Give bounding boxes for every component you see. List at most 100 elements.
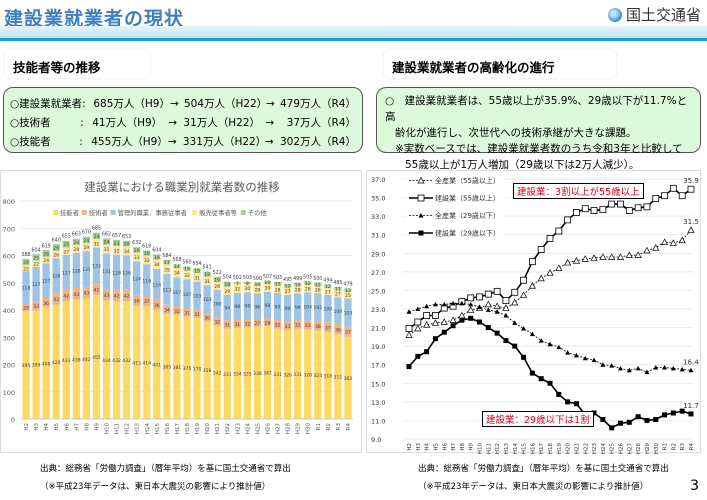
left-section-title: 技能者等の推移 xyxy=(5,50,150,78)
x-tick-label: H13 xyxy=(504,443,510,454)
bar-data-label: 42 xyxy=(124,294,130,300)
bar-data-label: 302 xyxy=(344,376,353,382)
ministry-logo: 国土交通省 xyxy=(607,4,701,25)
bar-segment xyxy=(82,298,91,419)
bar-segment xyxy=(102,300,111,419)
bar-segment xyxy=(223,320,231,329)
bar-segment xyxy=(92,239,101,248)
data-point xyxy=(519,291,528,298)
x-tick-label: H5 xyxy=(433,443,439,451)
x-tick-label: H27 xyxy=(627,443,633,454)
y-tick-label: 17.0 xyxy=(371,362,385,370)
data-point xyxy=(405,331,413,338)
bar-segment xyxy=(62,240,70,248)
data-point xyxy=(414,318,422,326)
data-point xyxy=(423,312,431,319)
bar-segment xyxy=(304,292,312,321)
x-tick-label: H3 xyxy=(34,423,40,431)
bar-segment xyxy=(52,244,60,252)
bar-segment xyxy=(223,328,231,419)
data-point xyxy=(468,315,474,321)
data-point xyxy=(634,251,642,258)
bar-data-label: 19 xyxy=(144,251,150,257)
data-point xyxy=(635,365,641,371)
bar-data-label: 32 xyxy=(144,258,150,264)
bar-data-label: 39 xyxy=(134,299,140,305)
x-tick-label: H2 xyxy=(407,443,413,451)
x-tick-label: H27 xyxy=(276,423,282,435)
data-point xyxy=(405,325,413,332)
x-tick-label: H30 xyxy=(654,443,660,454)
data-point xyxy=(635,414,641,420)
age-line-chart: 9.0 11.0 13.0 15.0 17.0 19.0 21.0 23.0 25.0 27.0 2… xyxy=(371,175,699,454)
data-point xyxy=(512,343,518,349)
bar-data-label: 408 xyxy=(42,361,51,367)
x-tick-label: H26 xyxy=(619,443,625,454)
bar-total-label: 479 xyxy=(343,281,352,287)
bar-segment xyxy=(183,279,191,309)
bar-segment xyxy=(52,304,60,419)
bar-segment xyxy=(42,249,50,257)
bar-segment xyxy=(243,327,251,419)
bar-total-label: 502 xyxy=(233,275,242,281)
bar-data-label: 35 xyxy=(164,267,170,273)
y-tick-label: 9.0 xyxy=(371,436,381,444)
right-source-note: 出典：総務省「労働力調査」（暦年平均）を基に国土交通省で算出 xyxy=(418,464,669,474)
bar-total-label: 655 xyxy=(62,234,71,240)
bar-data-label: 103 xyxy=(344,311,353,317)
bar-data-label: 107 xyxy=(183,292,192,298)
bar-data-label: 43 xyxy=(104,293,110,299)
bar-data-label: 99 xyxy=(275,305,281,311)
data-point xyxy=(546,269,554,276)
bar-segment xyxy=(283,294,292,322)
x-tick-label: H5 xyxy=(54,423,60,431)
bar-data-label: 26 xyxy=(53,246,59,252)
left-estimate-note: （※平成23年データは、東日本大震災の影響により推計値） xyxy=(40,482,271,492)
data-point xyxy=(626,419,632,425)
bar-segment xyxy=(283,287,292,295)
legend-label: 管理的職業、事務従事者 xyxy=(118,208,187,217)
data-point xyxy=(555,264,563,271)
data-point xyxy=(521,326,527,331)
bar-data-label: 31 xyxy=(104,247,110,253)
bar-data-label: 27 xyxy=(285,289,291,295)
bar-segment xyxy=(153,254,161,260)
bar-data-label: 29 xyxy=(23,305,29,311)
bar-total-label: 500 xyxy=(253,276,262,282)
bar-segment xyxy=(183,308,191,317)
bar-segment xyxy=(102,244,111,254)
bar-segment xyxy=(82,286,91,299)
bar-segment xyxy=(133,295,141,306)
bar-segment xyxy=(72,245,80,254)
bar-segment xyxy=(344,298,352,327)
bar-segment xyxy=(203,271,211,277)
x-tick-label: H22 xyxy=(583,443,589,454)
bar-segment xyxy=(314,286,322,294)
bar-data-label: 318 xyxy=(323,374,332,380)
bar-segment xyxy=(193,309,201,319)
bar-data-label: 311 xyxy=(334,375,343,381)
bar-data-label: 26 xyxy=(43,251,49,257)
data-point xyxy=(670,410,676,416)
bar-segment xyxy=(173,306,181,316)
bar-data-label: 331 xyxy=(293,372,302,378)
x-tick-label: H21 xyxy=(215,423,221,434)
legend-swatch xyxy=(81,210,87,215)
summary-label: ○建設業就業者 xyxy=(10,98,83,110)
x-tick-label: H17 xyxy=(175,423,181,435)
bar-data-label: 98 xyxy=(244,304,250,310)
bar-segment xyxy=(324,322,332,333)
bar-data-label: 128 xyxy=(112,270,121,276)
bar-segment xyxy=(294,283,302,286)
bar-segment xyxy=(153,259,161,269)
bar-segment xyxy=(92,295,101,419)
bar-segment xyxy=(112,289,121,302)
bar-total-label: 584 xyxy=(162,253,171,259)
x-tick-label: R3 xyxy=(680,443,686,451)
data-point xyxy=(669,184,677,192)
summary-value-h9: 41万人（H9） xyxy=(92,117,163,129)
bar-segment xyxy=(143,296,151,307)
data-point xyxy=(600,362,606,367)
bar-segment xyxy=(263,318,272,327)
bar-total-label: 685 xyxy=(92,225,101,231)
